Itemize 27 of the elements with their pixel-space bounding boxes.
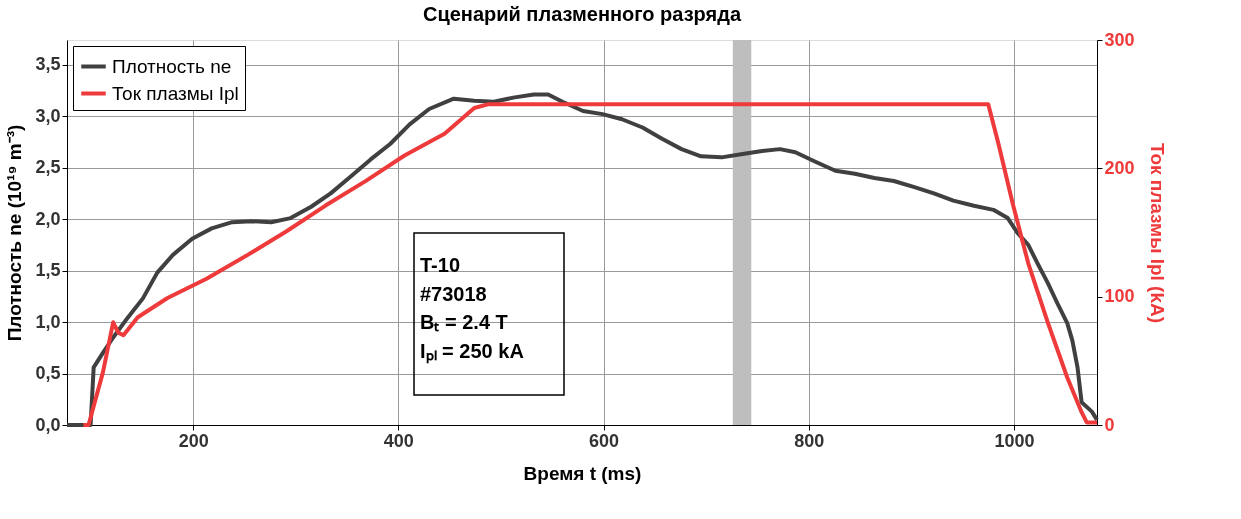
- y-tick-label: 0,5: [35, 363, 61, 384]
- y2-axis-title: Ток плазмы Ipl (kA): [1146, 142, 1168, 324]
- y-tick-label: 2,5: [35, 157, 61, 178]
- y2-tick-label: 0: [1104, 414, 1115, 435]
- y2-tick-label: 200: [1104, 157, 1135, 178]
- x-tick-label: 800: [794, 430, 825, 451]
- annotation: T-10: [420, 254, 461, 277]
- y-tick-label: 1,0: [35, 311, 61, 332]
- y2-tick-label: 100: [1104, 286, 1135, 307]
- x-axis-title: Время t (ms): [523, 462, 642, 484]
- x-tick-label: 1000: [994, 430, 1035, 451]
- y-tick-label: 1,5: [35, 260, 61, 281]
- y-tick-label: 3,0: [35, 105, 61, 126]
- x-tick-label: 400: [383, 430, 414, 451]
- legend-label: Плотность ne: [112, 55, 232, 77]
- x-tick-label: 600: [589, 430, 620, 451]
- y-tick-label: 2,0: [35, 208, 61, 229]
- y-tick-label: 3,5: [35, 54, 61, 75]
- annotation: Iₚₗ = 250 kA: [420, 339, 524, 364]
- y-tick-label: 0,0: [35, 414, 61, 435]
- annotation: Bₜ = 2.4 T: [420, 311, 508, 334]
- y-axis-title: Плотность ne (10¹⁹ m⁻³): [4, 124, 26, 342]
- x-tick-label: 200: [178, 430, 209, 451]
- legend-label: Ток плазмы Ipl: [112, 82, 239, 104]
- annotation: #73018: [420, 282, 487, 305]
- y2-tick-label: 300: [1104, 29, 1135, 50]
- chart-title: Сценарий плазменного разряда: [422, 3, 742, 25]
